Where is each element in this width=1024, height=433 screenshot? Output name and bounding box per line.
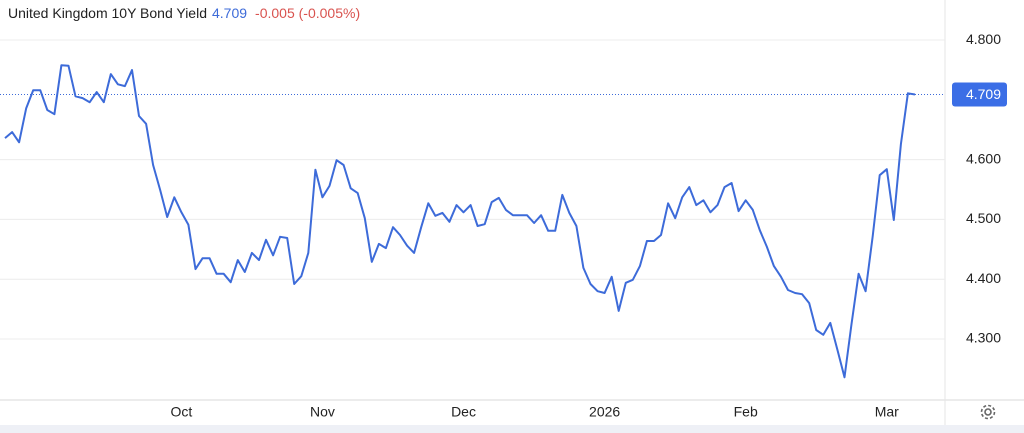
x-tick-label: Oct	[170, 404, 192, 420]
last-price: 4.709	[212, 5, 247, 21]
x-tick-label: Mar	[875, 404, 899, 420]
x-tick-label: Dec	[451, 404, 476, 420]
x-tick-label: Nov	[310, 404, 335, 420]
x-tick-label: Feb	[734, 404, 758, 420]
y-tick-label: 4.600	[966, 150, 1001, 166]
header-bg	[0, 0, 420, 28]
bottom-strip	[0, 425, 1024, 433]
title: United Kingdom 10Y Bond Yield	[8, 5, 207, 21]
price-change: -0.005 (-0.005%)	[255, 5, 360, 21]
x-tick-label: 2026	[589, 404, 620, 420]
y-tick-label: 4.300	[966, 330, 1001, 346]
y-tick-label: 4.500	[966, 210, 1001, 226]
last-value-box	[952, 82, 1007, 107]
last-value-label: 4.709	[966, 86, 1001, 102]
y-tick-label: 4.400	[966, 270, 1001, 286]
chart-title: United Kingdom 10Y Bond Yield 4.709 -0.005…	[8, 5, 360, 21]
y-tick-label: 4.800	[966, 31, 1001, 47]
settings-icon[interactable]	[980, 404, 996, 420]
line-series	[4, 64, 916, 379]
